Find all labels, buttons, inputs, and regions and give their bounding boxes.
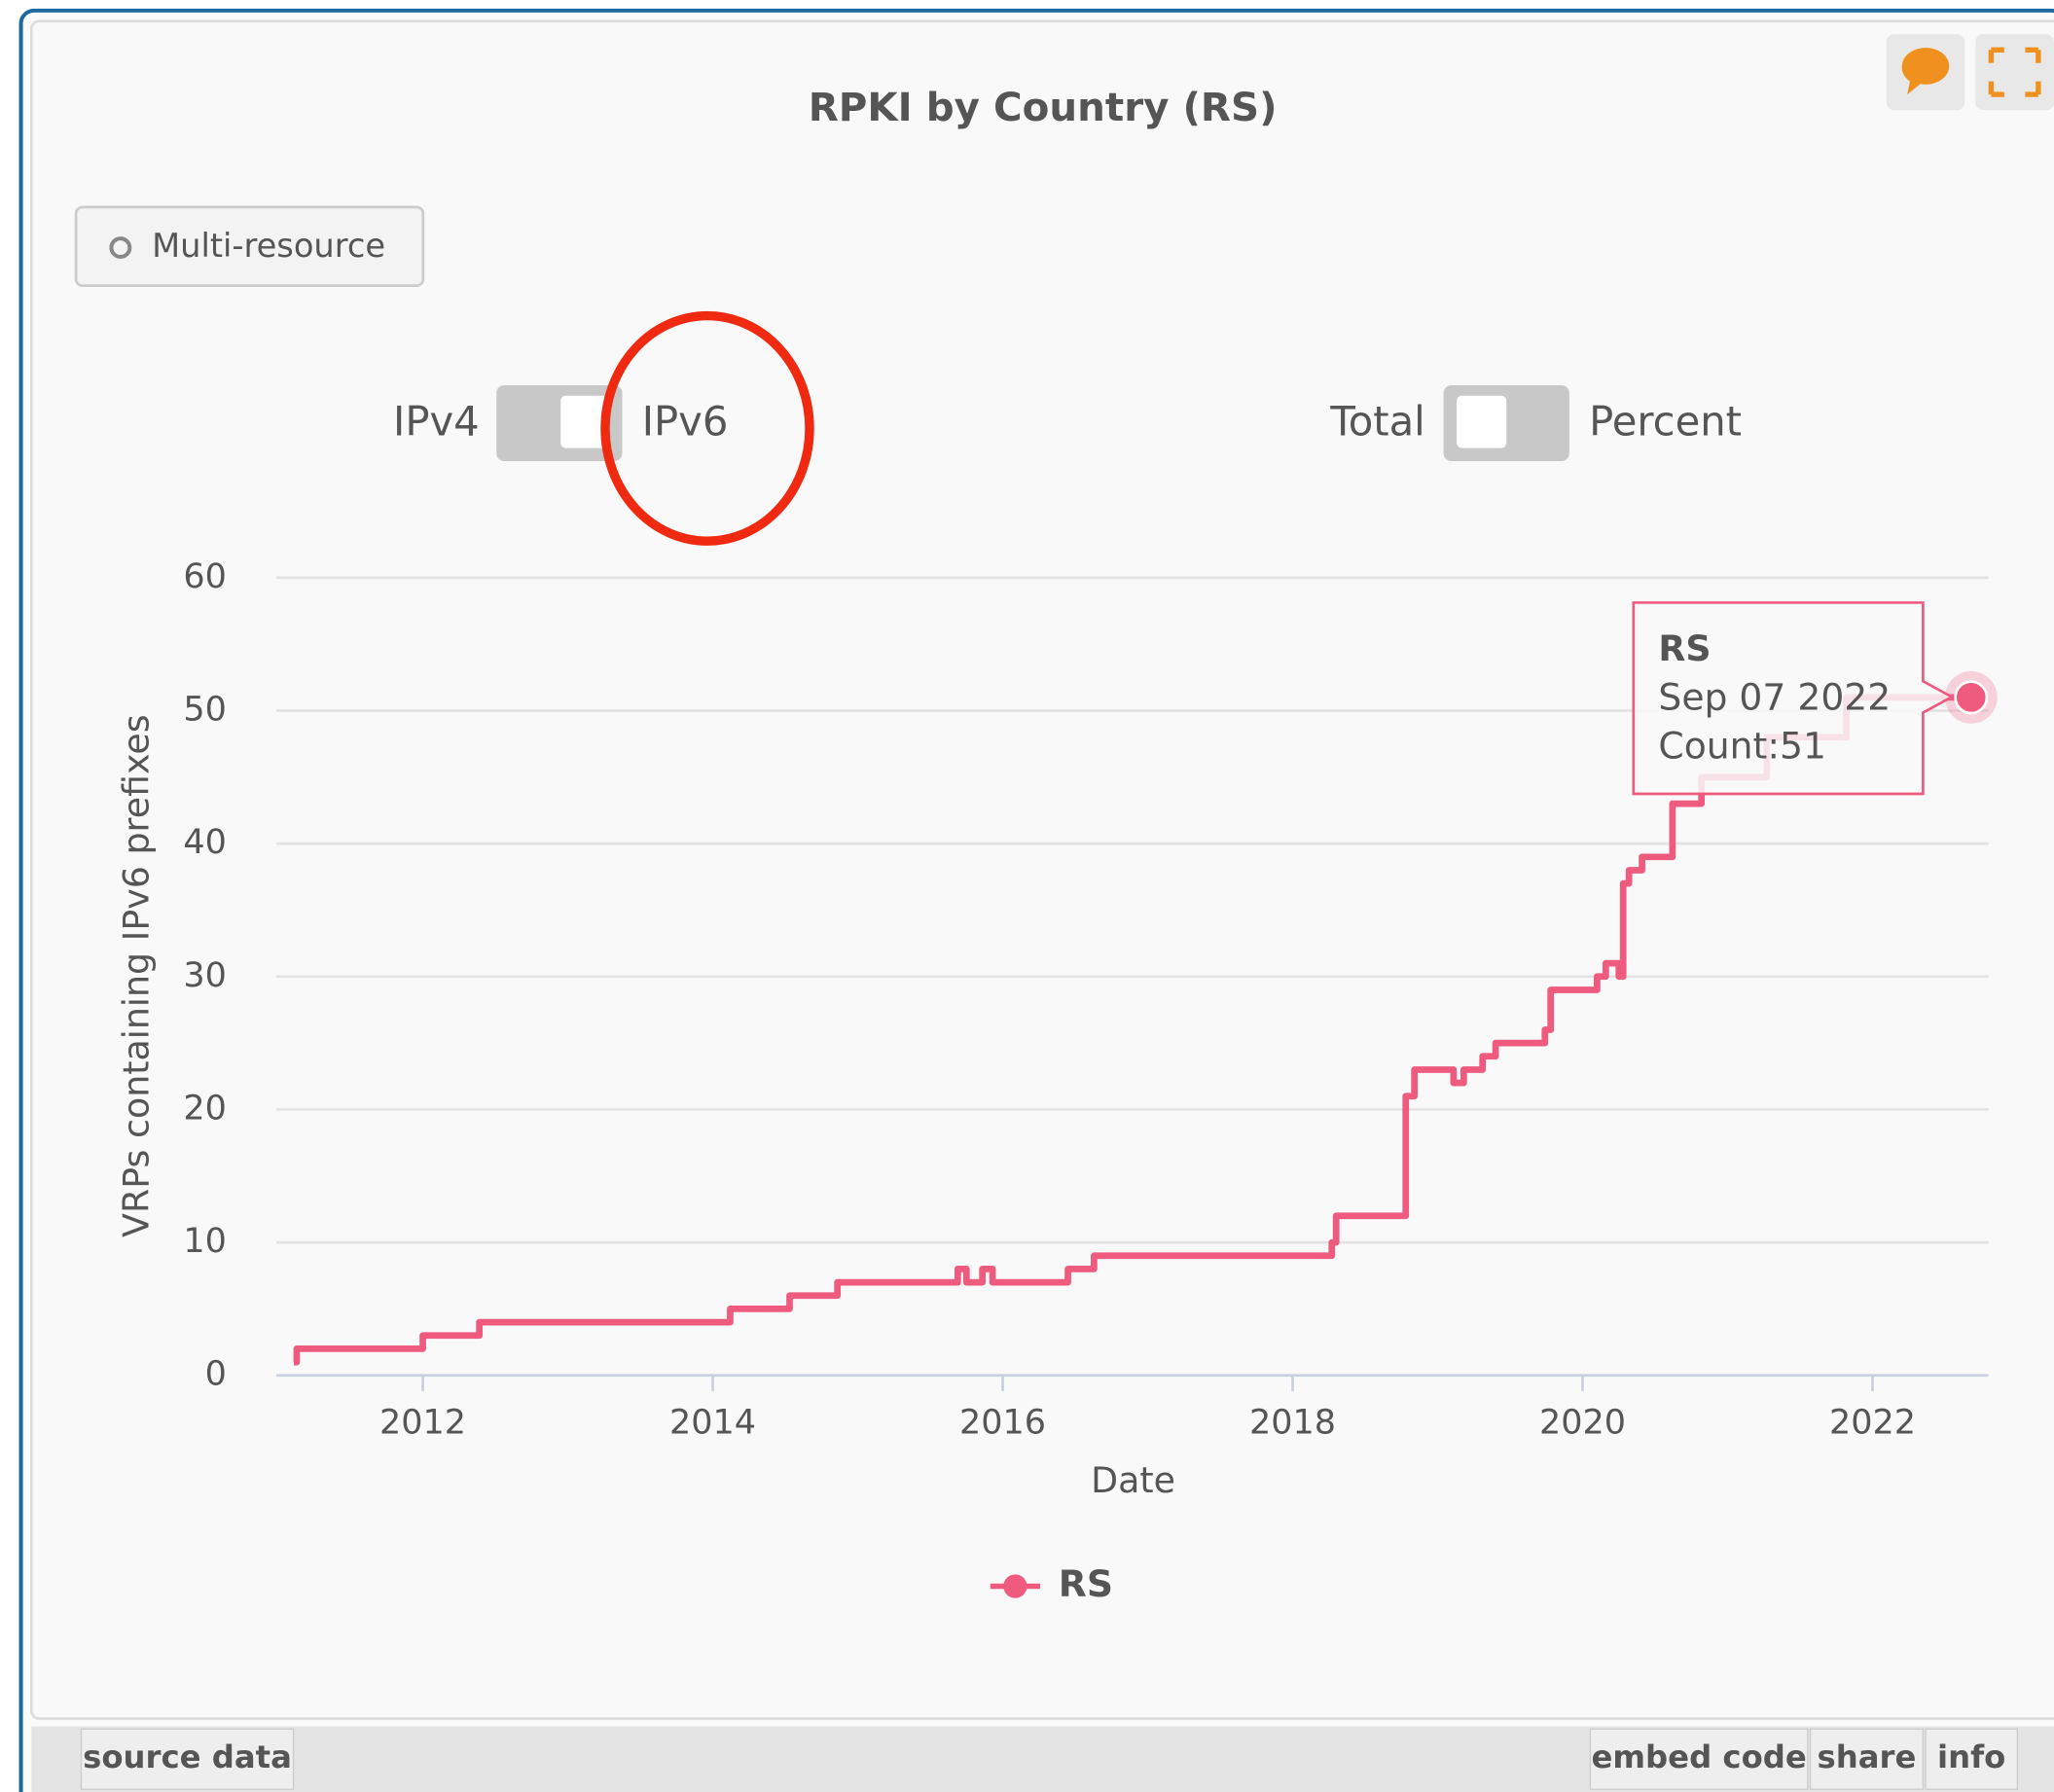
footer-button[interactable] [1589, 1728, 1809, 1790]
legend-marker [1003, 1574, 1027, 1598]
radio-icon [109, 236, 132, 260]
footer-label: info [1937, 1738, 2005, 1775]
y-tick-label: 40 [183, 823, 227, 862]
x-tick-label: 2016 [959, 1404, 1046, 1443]
footer-label: source data [83, 1738, 292, 1775]
series-line [293, 694, 1971, 1366]
toggle-knob [1457, 395, 1507, 448]
chart-title: RPKI by Country (RS) [809, 85, 1278, 130]
toggle-label: Total [1329, 397, 1424, 445]
footer-label: share [1818, 1738, 1917, 1775]
y-tick-label: 20 [183, 1089, 227, 1128]
tooltip-date: Sep 07 2022 [1658, 676, 1891, 719]
fullscreen-button[interactable] [1975, 34, 2054, 111]
y-tick-label: 0 [205, 1355, 227, 1394]
x-tick-label: 2020 [1539, 1404, 1626, 1443]
comment-icon [1901, 48, 1950, 95]
plot: 0 10 20 30 40 50 60 2012 2014 2016 2018 2020 2022 RS S… [183, 557, 1998, 1443]
x-tick-label: 2012 [379, 1404, 466, 1443]
footer-label: embed code [1591, 1738, 1806, 1775]
legend-label: RS [1059, 1562, 1113, 1605]
x-axis-label: Date [1091, 1459, 1175, 1501]
multi-resource-button[interactable] [74, 205, 425, 287]
y-tick-label: 10 [183, 1222, 227, 1261]
toggle-knob [560, 395, 608, 448]
tooltip-title: RS [1658, 627, 1711, 669]
tooltip-text: Count:51 [1658, 724, 1826, 767]
toggle-label: Percent [1589, 397, 1742, 445]
x-tick-label: 2022 [1829, 1404, 1916, 1443]
y-axis-label: VRPs containing IPv6 prefixes [116, 714, 158, 1237]
toggle-label: IPv4 [393, 397, 480, 445]
tooltip-box [1632, 601, 1955, 796]
y-tick-label: 50 [183, 690, 227, 729]
footer-button[interactable] [1809, 1728, 1925, 1790]
y-tick-label: 30 [183, 956, 227, 995]
y-tick-label: 60 [183, 557, 227, 596]
annotation-circle [600, 310, 814, 546]
footer-button[interactable] [1925, 1728, 2018, 1790]
button-label: Multi-resource [152, 227, 385, 265]
toggle-label: IPv6 [642, 397, 729, 445]
x-tick-label: 2018 [1249, 1404, 1336, 1443]
hover-marker [1954, 680, 1989, 715]
fullscreen-icon [1988, 47, 2041, 97]
footer-button[interactable] [80, 1728, 295, 1790]
x-tick-label: 2014 [669, 1404, 756, 1443]
